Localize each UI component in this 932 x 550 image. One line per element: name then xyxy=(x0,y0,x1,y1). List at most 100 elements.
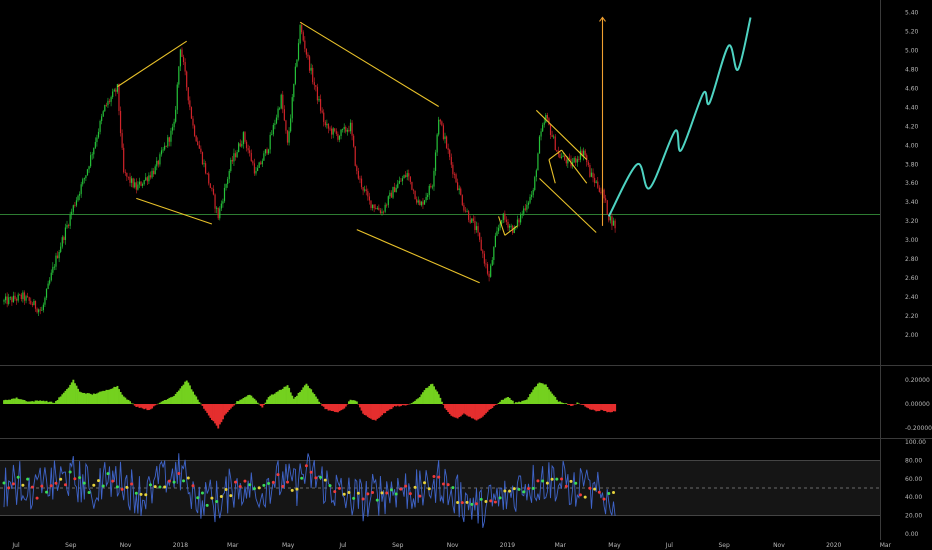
candle-down[interactable] xyxy=(20,294,22,300)
candle-up[interactable] xyxy=(69,214,71,226)
oscillator-bar-positive[interactable] xyxy=(15,397,18,404)
oscillator-bar-positive[interactable] xyxy=(187,382,190,404)
candle-down[interactable] xyxy=(250,152,252,162)
rsi-signal-dot[interactable] xyxy=(82,481,86,485)
oscillator-bar-positive[interactable] xyxy=(66,389,68,404)
oscillator-bar-positive[interactable] xyxy=(248,394,251,404)
rsi-signal-dot[interactable] xyxy=(314,476,318,480)
candle-up[interactable] xyxy=(535,170,537,178)
oscillator-bar-positive[interactable] xyxy=(502,399,505,404)
trend-line[interactable] xyxy=(504,225,518,236)
oscillator-bar-positive[interactable] xyxy=(414,400,417,404)
candle-up[interactable] xyxy=(573,158,575,163)
rsi-signal-dot[interactable] xyxy=(512,487,516,491)
oscillator-bar-positive[interactable] xyxy=(551,393,554,404)
candle-up[interactable] xyxy=(395,187,397,193)
rsi-signal-dot[interactable] xyxy=(196,496,200,500)
rsi-signal-dot[interactable] xyxy=(120,487,124,491)
candle-up[interactable] xyxy=(268,149,270,154)
candle-down[interactable] xyxy=(430,185,432,188)
candle-down[interactable] xyxy=(603,189,605,199)
candle-down[interactable] xyxy=(409,176,411,182)
candle-up[interactable] xyxy=(113,89,115,92)
oscillator-bar-positive[interactable] xyxy=(439,397,442,404)
candle-up[interactable] xyxy=(164,145,166,150)
oscillator-bar-negative[interactable] xyxy=(146,404,149,411)
oscillator-bar-negative[interactable] xyxy=(600,404,602,410)
oscillator-bar-negative[interactable] xyxy=(568,404,571,405)
candle-up[interactable] xyxy=(475,226,478,230)
candle-up[interactable] xyxy=(64,227,67,240)
oscillator-bar-positive[interactable] xyxy=(355,401,358,404)
candle-up[interactable] xyxy=(88,166,90,170)
candle-up[interactable] xyxy=(110,97,112,102)
rsi-signal-dot[interactable] xyxy=(200,491,204,495)
oscillator-bar-positive[interactable] xyxy=(299,391,302,404)
oscillator-bar-positive[interactable] xyxy=(124,397,127,404)
oscillator-bar-positive[interactable] xyxy=(47,402,50,404)
oscillator-bar-positive[interactable] xyxy=(50,401,53,404)
oscillator-bar-negative[interactable] xyxy=(601,404,604,411)
candle-up[interactable] xyxy=(279,108,281,110)
rsi-signal-dot[interactable] xyxy=(210,496,214,500)
rsi-signal-dot[interactable] xyxy=(243,479,247,483)
candle-down[interactable] xyxy=(115,89,117,92)
rsi-signal-dot[interactable] xyxy=(177,471,181,475)
oscillator-bar-negative[interactable] xyxy=(135,404,138,407)
candle-up[interactable] xyxy=(595,181,597,183)
candle-down[interactable] xyxy=(551,135,553,137)
oscillator-bar-negative[interactable] xyxy=(204,404,207,411)
candle-down[interactable] xyxy=(463,205,465,211)
oscillator-bar-negative[interactable] xyxy=(589,404,591,410)
oscillator-bar-negative[interactable] xyxy=(211,404,213,421)
candle-down[interactable] xyxy=(193,125,196,136)
candle-up[interactable] xyxy=(42,304,44,311)
candle-down[interactable] xyxy=(184,61,186,72)
oscillator-bar-negative[interactable] xyxy=(406,404,409,405)
oscillator-bar-negative[interactable] xyxy=(207,404,210,416)
rsi-signal-dot[interactable] xyxy=(45,490,49,494)
rsi-signal-dot[interactable] xyxy=(545,481,549,485)
candle-up[interactable] xyxy=(223,187,226,202)
oscillator-bar-positive[interactable] xyxy=(17,398,20,404)
rsi-signal-dot[interactable] xyxy=(352,496,356,500)
candle-up[interactable] xyxy=(112,91,114,98)
oscillator-bar-positive[interactable] xyxy=(59,396,62,404)
rsi-signal-dot[interactable] xyxy=(125,485,129,489)
candle-up[interactable] xyxy=(82,179,84,185)
candle-down[interactable] xyxy=(564,155,566,160)
oscillator-bar-negative[interactable] xyxy=(596,404,599,412)
candle-down[interactable] xyxy=(108,100,111,102)
oscillator-bar-negative[interactable] xyxy=(571,404,574,406)
rsi-signal-dot[interactable] xyxy=(517,487,521,491)
candle-down[interactable] xyxy=(605,198,607,201)
candle-up[interactable] xyxy=(534,177,536,190)
candle-down[interactable] xyxy=(469,219,471,223)
candle-down[interactable] xyxy=(286,130,289,143)
rsi-signal-dot[interactable] xyxy=(550,477,554,481)
oscillator-bar-negative[interactable] xyxy=(403,404,406,406)
oscillator-bar-positive[interactable] xyxy=(3,400,5,404)
candle-down[interactable] xyxy=(575,158,577,163)
candle-down[interactable] xyxy=(554,136,556,151)
oscillator-bar-negative[interactable] xyxy=(215,404,218,426)
oscillator-bar-negative[interactable] xyxy=(330,404,333,412)
candle-down[interactable] xyxy=(209,183,211,188)
candle-down[interactable] xyxy=(400,180,402,182)
candle-up[interactable] xyxy=(293,83,295,98)
candle-up[interactable] xyxy=(55,255,57,267)
oscillator-bar-positive[interactable] xyxy=(270,394,273,404)
candle-down[interactable] xyxy=(464,210,467,212)
rsi-signal-dot[interactable] xyxy=(153,485,157,489)
oscillator-bar-negative[interactable] xyxy=(327,404,330,411)
oscillator-bar-negative[interactable] xyxy=(469,404,472,417)
oscillator-bar-positive[interactable] xyxy=(171,396,174,404)
oscillator-bar-negative[interactable] xyxy=(407,404,410,405)
oscillator-bar-positive[interactable] xyxy=(97,392,100,404)
candle-up[interactable] xyxy=(222,201,224,204)
rsi-signal-dot[interactable] xyxy=(418,494,422,498)
candle-down[interactable] xyxy=(249,150,251,153)
oscillator-bar-positive[interactable] xyxy=(508,397,511,404)
candle-down[interactable] xyxy=(559,153,561,159)
rsi-signal-dot[interactable] xyxy=(78,476,82,480)
